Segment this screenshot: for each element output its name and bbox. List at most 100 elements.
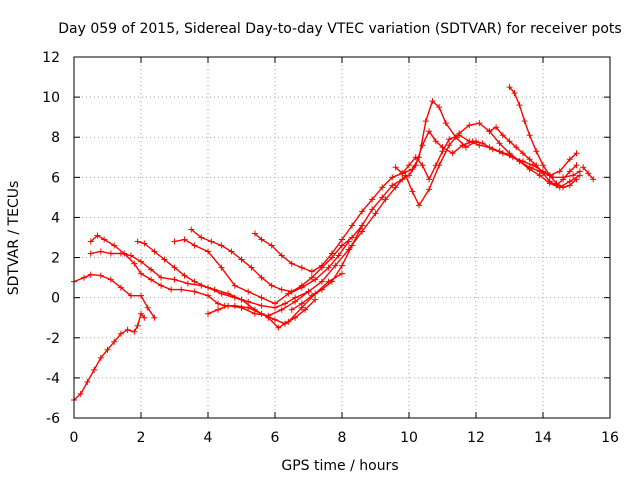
data-point — [511, 90, 518, 97]
x-tick-label: 2 — [137, 430, 146, 446]
data-point — [369, 196, 376, 203]
data-point — [432, 162, 439, 169]
data-point — [138, 258, 144, 265]
data-point — [399, 170, 406, 177]
data-point — [278, 286, 285, 293]
data-point — [218, 264, 225, 271]
data-point — [171, 238, 178, 245]
data-point — [104, 346, 111, 353]
data-point — [446, 142, 453, 149]
series-layer — [71, 84, 597, 403]
data-point — [573, 162, 580, 169]
data-point — [392, 184, 399, 191]
data-point — [282, 300, 289, 307]
data-point — [248, 264, 255, 271]
data-point — [245, 288, 252, 295]
data-point — [339, 236, 345, 243]
data-point — [328, 278, 335, 285]
data-point — [560, 176, 567, 183]
data-point — [573, 176, 580, 183]
data-point — [107, 276, 114, 283]
data-point — [231, 282, 238, 289]
series-sat-k — [392, 132, 583, 191]
data-point — [466, 122, 473, 129]
data-point — [97, 354, 104, 361]
y-tick-label: 2 — [51, 251, 60, 267]
data-point — [84, 378, 91, 385]
data-point — [278, 306, 285, 313]
data-point — [576, 172, 583, 179]
data-point — [493, 124, 500, 131]
data-point — [97, 272, 104, 279]
data-point — [372, 210, 379, 217]
x-axis-label: GPS time / hours — [281, 458, 398, 474]
data-point — [580, 164, 587, 171]
data-point — [188, 226, 195, 233]
data-point — [516, 102, 523, 109]
data-point — [107, 250, 114, 257]
data-point — [215, 306, 222, 313]
data-point — [476, 120, 483, 127]
data-point — [560, 184, 567, 191]
data-point — [131, 328, 138, 335]
data-point — [87, 271, 94, 278]
data-point — [536, 172, 543, 179]
series-line — [254, 100, 477, 273]
x-tick-label: 14 — [534, 430, 552, 446]
data-point — [318, 262, 325, 269]
data-point — [459, 142, 466, 149]
y-tick-label: -4 — [46, 371, 60, 387]
data-point — [77, 390, 84, 397]
data-point — [151, 314, 158, 321]
data-point — [312, 276, 319, 283]
x-tick-label: 16 — [601, 430, 619, 446]
data-point — [328, 250, 335, 257]
data-point — [178, 286, 185, 293]
data-point — [349, 234, 356, 241]
data-point — [205, 310, 211, 317]
data-point — [288, 260, 295, 267]
data-point — [513, 144, 520, 151]
data-point — [519, 150, 526, 157]
data-point — [412, 162, 419, 169]
grid-layer — [74, 57, 610, 418]
y-tick-label: -2 — [46, 331, 60, 347]
data-point — [556, 168, 563, 175]
data-point — [258, 294, 265, 301]
data-point — [439, 148, 446, 155]
data-point — [389, 182, 396, 189]
data-point — [382, 196, 389, 203]
y-axis-label: SDTVAR / TECUs — [6, 181, 22, 296]
data-point — [546, 178, 553, 185]
data-point — [141, 314, 148, 321]
data-point — [161, 256, 168, 263]
data-point — [359, 228, 366, 235]
data-point — [158, 282, 165, 289]
data-point — [406, 162, 412, 169]
data-point — [158, 274, 165, 281]
data-point — [218, 242, 225, 249]
data-point — [231, 294, 238, 301]
data-point — [141, 240, 148, 247]
data-point — [272, 316, 278, 323]
y-tick-label: 10 — [42, 90, 60, 106]
data-point — [288, 306, 295, 313]
data-point — [389, 174, 396, 181]
x-tick-label: 8 — [338, 430, 347, 446]
data-point — [426, 186, 433, 193]
data-point — [181, 272, 188, 279]
data-point — [215, 300, 222, 307]
data-point — [134, 322, 141, 329]
data-point — [127, 292, 134, 299]
data-point — [449, 150, 456, 157]
data-point — [268, 282, 275, 289]
data-point — [127, 252, 134, 259]
data-point — [570, 172, 577, 179]
data-point — [442, 120, 449, 127]
data-point — [81, 274, 88, 281]
data-point — [486, 144, 493, 151]
y-tick-label: 8 — [51, 130, 60, 146]
data-point — [446, 136, 453, 143]
data-point — [302, 306, 309, 313]
tick-layer: 0 2 4 6 8 10 12 14 16 -6 -4 -2 0 2 4 6 8 10 12 — [42, 50, 619, 446]
